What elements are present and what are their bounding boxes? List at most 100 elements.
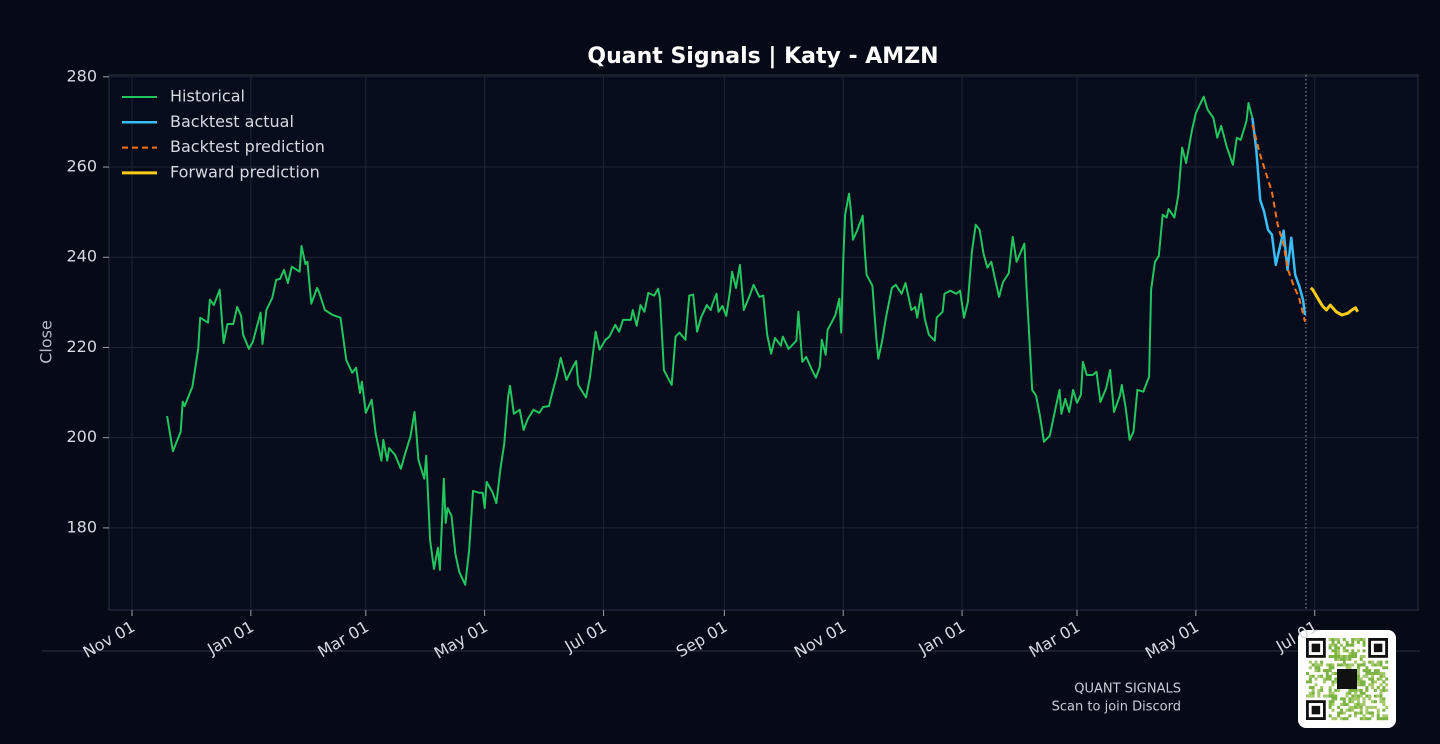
qr-cell [1311,694,1315,698]
qr-cell [1320,674,1324,678]
qr-cell [1345,691,1349,695]
qr-cell [1328,666,1332,670]
qr-cell [1322,694,1326,698]
qr-cell [1345,649,1349,653]
qr-cell [1342,697,1346,701]
qr-cell [1348,700,1352,704]
qr-cell [1328,638,1332,642]
qr-cell [1334,654,1338,658]
qr-cell [1348,705,1352,709]
qr-cell [1362,663,1366,667]
qr-cell [1342,660,1346,664]
y-tick-label: 260 [66,157,97,176]
qr-cell [1334,694,1338,698]
qr-cell [1356,703,1360,707]
qr-cell [1348,652,1352,656]
qr-cell [1362,649,1366,653]
qr-cell [1339,657,1343,661]
qr-cell [1334,688,1338,692]
qr-cell [1362,680,1366,684]
series-line [166,95,1254,586]
qr-cell [1382,688,1386,692]
qr-cell [1376,708,1380,712]
qr-cell [1382,680,1386,684]
qr-cell [1308,677,1312,681]
qr-cell [1334,697,1338,701]
qr-cell [1337,705,1341,709]
qr-cell [1348,657,1352,661]
qr-cell [1368,677,1372,681]
qr-cell [1328,677,1332,681]
qr-cell [1354,638,1358,642]
qr-cell [1311,691,1315,695]
qr-cell [1317,691,1321,695]
y-tick-label: 240 [66,247,97,266]
qr-cell [1348,663,1352,667]
qr-cell [1382,666,1386,670]
qr-cell [1328,714,1332,718]
qr-cell [1362,717,1366,721]
qr-cell [1311,686,1315,690]
qr-cell [1382,717,1386,721]
qr-cell [1351,705,1355,709]
qr-cell [1325,663,1329,667]
qr-cell [1356,671,1360,675]
qr-cell [1348,654,1352,658]
qr-cell [1356,700,1360,704]
qr-cell [1328,686,1332,690]
qr-cell [1379,663,1383,667]
qr-cell [1325,674,1329,678]
qr-cell [1317,669,1321,673]
footer-cta: Scan to join Discord [1052,700,1181,715]
x-tick-label: Nov 01 [791,617,850,662]
qr-cell [1382,700,1386,704]
x-tick-label: Jan 01 [915,617,969,659]
qr-cell [1331,694,1335,698]
qr-cell [1376,671,1380,675]
qr-cell [1348,708,1352,712]
qr-cell [1345,694,1349,698]
qr-cell [1345,654,1349,658]
qr-cell [1314,683,1318,687]
x-tick-label: Jan 01 [203,617,257,659]
qr-cell [1365,669,1369,673]
qr-cell [1351,649,1355,653]
qr-cell [1345,643,1349,647]
qr-cell [1317,666,1321,670]
qr-cell [1365,711,1369,715]
qr-cell [1356,677,1360,681]
x-tick-label: May 01 [431,617,491,663]
qr-cell [1362,697,1366,701]
qr-cell [1331,649,1335,653]
qr-cell [1368,717,1372,721]
qr-cell [1337,711,1341,715]
qr-cell [1328,694,1332,698]
qr-cell [1376,660,1380,664]
qr-cell [1334,680,1338,684]
qr-cell [1351,654,1355,658]
qr-cell [1342,711,1346,715]
qr-cell [1308,691,1312,695]
qr-cell [1385,683,1389,687]
qr-cell [1351,708,1355,712]
qr-cell [1342,638,1346,642]
qr-cell [1362,638,1366,642]
qr-cell [1317,694,1321,698]
qr-cell [1331,708,1335,712]
qr-cell [1308,660,1312,664]
qr-cell [1354,705,1358,709]
qr-cell [1356,705,1360,709]
qr-cell [1311,674,1315,678]
qr-cell [1351,697,1355,701]
qr-cell [1376,669,1380,673]
qr-cell [1359,677,1363,681]
qr-cell [1351,643,1355,647]
qr-cell [1379,683,1383,687]
qr-cell [1368,694,1372,698]
x-tick-label: Mar 01 [1026,617,1084,661]
plot-area [108,74,1419,611]
qr-cell [1356,688,1360,692]
qr-cell [1351,663,1355,667]
qr-cell [1362,643,1366,647]
qr-cell [1308,674,1312,678]
